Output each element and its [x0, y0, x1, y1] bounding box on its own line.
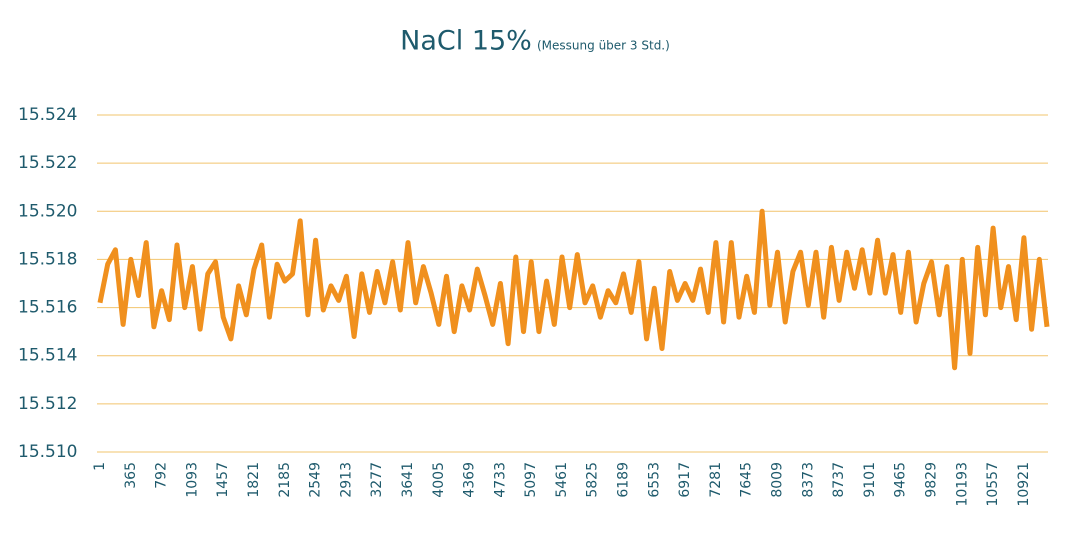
x-tick-label: 4369 [462, 462, 478, 498]
x-tick-label: 10193 [954, 462, 970, 507]
data-line [97, 208, 1050, 371]
x-tick-label: 4733 [492, 462, 508, 498]
x-tick-label: 7645 [739, 462, 755, 498]
y-tick-label: 15.520 [18, 201, 77, 221]
y-tick-label: 15.512 [18, 394, 77, 414]
x-tick-label: 9465 [893, 462, 909, 498]
x-tick-label: 3277 [369, 462, 385, 498]
y-tick-label: 15.516 [18, 298, 77, 318]
x-tick-label: 8737 [831, 462, 847, 498]
x-tick-label: 6189 [616, 462, 632, 498]
y-tick-label: 15.510 [18, 442, 77, 462]
x-tick-label: 365 [123, 462, 139, 489]
x-tick-label: 7281 [708, 462, 724, 498]
y-tick-label: 15.522 [18, 153, 77, 173]
x-tick-label: 4005 [431, 462, 447, 498]
y-tick-label: 15.514 [18, 346, 77, 366]
x-tick-label: 9829 [924, 462, 940, 498]
x-tick-label: 2913 [338, 462, 354, 498]
y-tick-label: 15.524 [18, 105, 77, 125]
x-tick-label: 6917 [677, 462, 693, 498]
x-tick-label: 5825 [585, 462, 601, 498]
x-tick-label: 8009 [770, 462, 786, 498]
x-tick-label: 1821 [246, 462, 262, 498]
chart-title: NaCl 15% [400, 26, 532, 57]
x-tick-label: 10557 [985, 462, 1001, 507]
x-tick-label: 5097 [523, 462, 539, 498]
chart-subtitle: (Messung über 3 Std.) [537, 39, 670, 53]
x-tick-label: 3641 [400, 462, 416, 498]
x-tick-label: 9101 [862, 462, 878, 498]
x-tick-label: 1457 [215, 462, 231, 498]
x-tick-label: 792 [154, 462, 170, 489]
x-tick-label: 1093 [184, 462, 200, 498]
x-tick-label: 1 [92, 462, 108, 471]
x-tick-label: 5461 [554, 462, 570, 498]
x-tick-label: 8373 [800, 462, 816, 498]
y-tick-label: 15.518 [18, 249, 77, 269]
x-tick-label: 2185 [277, 462, 293, 498]
x-tick-label: 10921 [1016, 462, 1032, 507]
x-tick-label: 2549 [308, 462, 324, 498]
x-tick-label: 6553 [646, 462, 662, 498]
